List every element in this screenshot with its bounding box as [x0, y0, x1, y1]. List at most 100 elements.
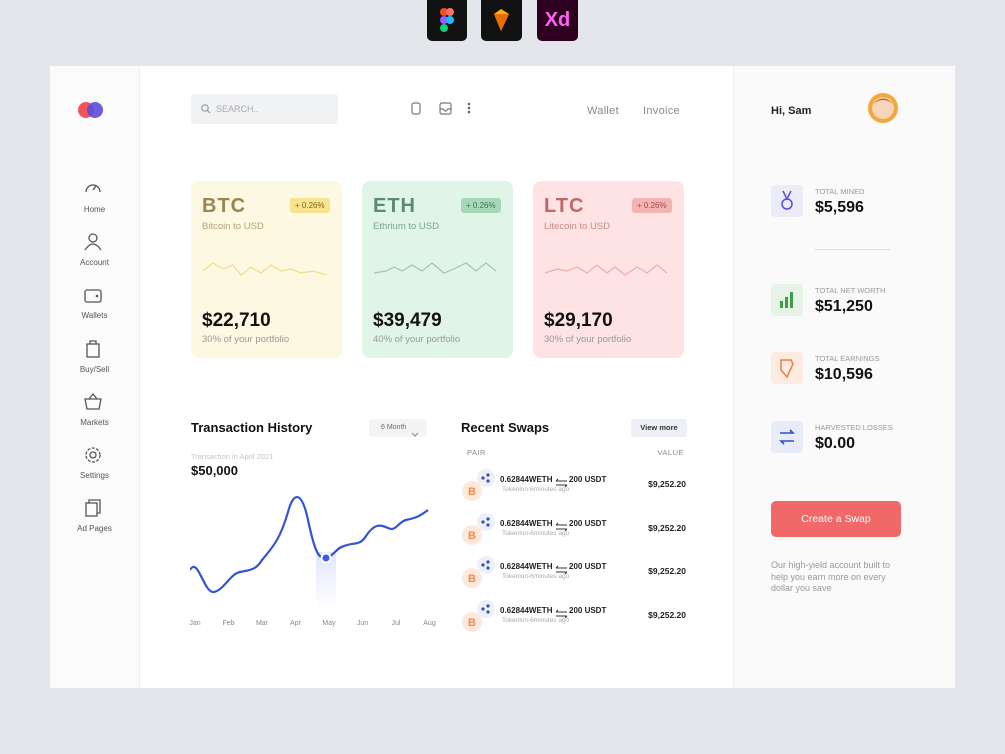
card-name: Litecoin to USD [544, 221, 611, 232]
month-label: Jul [391, 620, 401, 627]
stat-icon-svg [771, 284, 803, 316]
month-label: Feb [222, 620, 235, 627]
nav-item[interactable]: Home [83, 205, 106, 214]
nav-icon [83, 179, 103, 204]
nav-icon-svg [86, 339, 100, 358]
avatar[interactable] [866, 93, 900, 125]
swap-to: 200 USDT [569, 562, 607, 571]
swap-from: 0.62844WETH [500, 562, 553, 571]
card-change: + 0.26% [632, 198, 672, 213]
card-share: 30% of your portfolio [544, 334, 632, 345]
nav-icon [83, 498, 103, 523]
stat-label: HARVESTED LOSSES [815, 423, 893, 432]
swap-value: $9,252.20 [648, 609, 686, 620]
nav-item[interactable]: Buy/Sell [79, 364, 110, 374]
coin-icons: B [461, 512, 499, 553]
svg-text:B: B [468, 530, 476, 542]
stat-icon [771, 421, 803, 458]
card-symbol: BTC [202, 195, 247, 217]
card-sparkline-svg [544, 264, 668, 276]
footnote: Our high-yield account built to help you… [771, 560, 891, 593]
trend-line [190, 496, 429, 594]
month-label: Mar [255, 620, 269, 627]
cta-button[interactable]: Create a Swap [771, 501, 901, 537]
dropdown-caret [411, 425, 419, 443]
card-share: 30% of your portfolio [202, 334, 290, 345]
swap-arrows-svg [555, 565, 568, 575]
swap-arrows [555, 606, 569, 624]
stat-label: TOTAL NET WORTH [815, 286, 886, 295]
nav-icon [83, 232, 103, 257]
search-box[interactable]: SEARCH.. [191, 94, 338, 124]
nav-icon [83, 392, 103, 417]
stat-icon [771, 185, 803, 222]
sketch-logo [494, 9, 509, 31]
month-label: Aug [423, 620, 436, 627]
sketch-icon [481, 0, 522, 41]
trend-marker [320, 552, 332, 564]
svg-text:B: B [468, 486, 476, 498]
swap-arrows [555, 475, 569, 493]
swap-from: 0.62844WETH [500, 475, 553, 484]
month-label: May [322, 620, 336, 627]
card-price: $29,170 [544, 310, 613, 331]
swap-sub: Tokenlon-6minutes ago [502, 486, 570, 493]
toolbar-icons [411, 102, 471, 115]
figma-icon [427, 0, 467, 41]
swap-arrows-svg [555, 478, 568, 488]
nav-icon-svg [84, 392, 102, 410]
nav-icon-svg [85, 447, 101, 463]
period-dropdown[interactable]: 6 Month [369, 419, 427, 437]
swap-to: 200 USDT [569, 605, 607, 615]
stat-value: $10,596 [815, 366, 873, 383]
swap-value: $9,252.20 [648, 479, 686, 489]
swap-arrows-svg [555, 522, 568, 531]
logo [78, 102, 103, 118]
nav-icon-svg [85, 499, 101, 517]
nav-item[interactable]: Wallets [81, 311, 108, 321]
crypto-card[interactable]: BTC Bitcoin to USD + 0.26% $22,710 30% of yo… [191, 181, 342, 358]
stat-value: $51,250 [815, 298, 873, 315]
coin-icons-svg: B [462, 556, 495, 588]
right-panel [733, 66, 955, 688]
swap-sub: Tokenlon-6minutes ago [502, 616, 570, 624]
card-name: Ethrium to USD [373, 221, 439, 232]
card-sparkline [372, 259, 502, 286]
view-more-button[interactable]: View more [631, 419, 687, 437]
highlight-band [316, 552, 336, 608]
top-link[interactable]: Wallet [587, 105, 619, 117]
card-sparkline-svg [373, 262, 497, 274]
transaction-chart [190, 496, 429, 608]
period-label: 6 Month [381, 424, 407, 431]
divider [815, 249, 891, 250]
chart-note: Transaction in April 2021 [191, 452, 274, 461]
nav-item[interactable]: Markets [80, 417, 109, 427]
crypto-card[interactable]: ETH Ethrium to USD + 0.26% $39,479 40% of yo… [362, 181, 513, 358]
stat-icon [771, 352, 803, 389]
stat-icon-svg [771, 185, 803, 217]
top-link[interactable]: Invoice [643, 105, 680, 117]
swap-sub: Tokenlon-6minutes ago [502, 573, 570, 580]
card-symbol: LTC [544, 195, 585, 217]
month-label: Jun [356, 620, 369, 627]
swap-arrows [555, 562, 569, 580]
svg-text:B: B [468, 573, 476, 585]
card-change: + 0.26% [290, 198, 330, 213]
swap-from: 0.62844WETH [500, 605, 553, 615]
section-title: Recent Swaps [461, 420, 550, 435]
swap-sub: Tokenlon-6minutes ago [502, 529, 570, 537]
nav-item[interactable]: Account [80, 258, 109, 268]
column-header: PAIR [467, 448, 486, 457]
nav-icon [83, 339, 103, 364]
coin-icons-svg: B [462, 512, 495, 545]
card-sparkline-svg [202, 262, 328, 276]
swap-arrows-svg [555, 609, 568, 618]
dropdown-caret-svg [411, 432, 419, 437]
stat-icon-svg [771, 421, 803, 453]
section-title: Transaction History [191, 420, 313, 435]
nav-item[interactable]: Settings [80, 471, 109, 480]
crypto-card[interactable]: LTC Litecoin to USD + 0.26% $29,170 30% of y… [533, 181, 684, 358]
nav-item[interactable]: Ad Pages [77, 524, 112, 534]
swap-from: 0.62844WETH [500, 518, 553, 528]
